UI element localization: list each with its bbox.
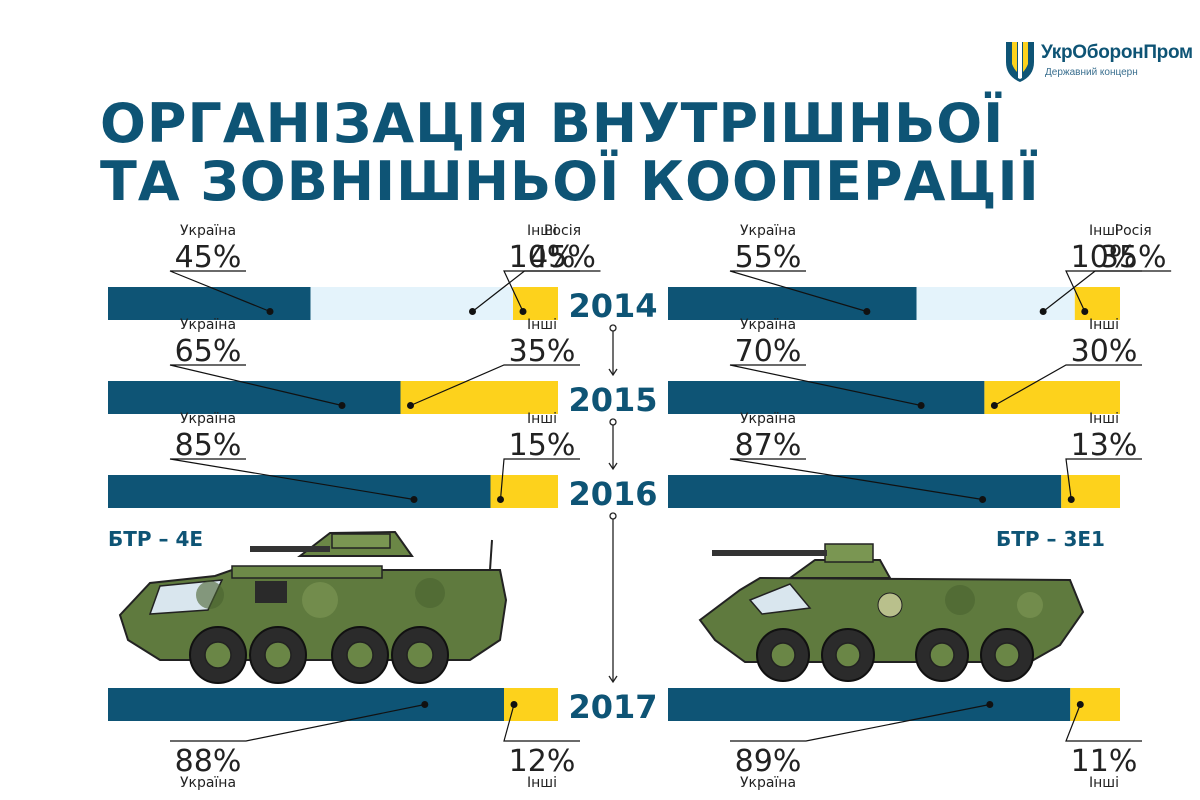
callout-line-btr-4e-2014-1 — [169, 270, 271, 313]
series-label-btr-4e-2016-2: Інші — [527, 411, 557, 427]
series-label-btr-4e-2014-2: Росія — [544, 223, 581, 239]
bar-btr-4e-2014-seg-2 — [310, 287, 513, 320]
value-label-btr-3e1-2016-1: 87% — [735, 428, 802, 463]
series-label-btr-3e1-2015-1: Україна — [740, 317, 796, 333]
value-label-btr-4e-2015-2: 35% — [509, 334, 576, 369]
bar-btr-3e1-2014-seg-2 — [916, 287, 1075, 320]
bar-btr-3e1-2015-seg-1 — [668, 381, 985, 414]
value-label-btr-3e1-2017-2: 11% — [1071, 744, 1138, 779]
logo-name: УкрОборонПром — [1041, 42, 1193, 63]
vehicle-right-label: БТР – 3Е1 — [996, 527, 1105, 551]
callout-line-btr-3e1-2014-3 — [1065, 270, 1142, 312]
value-label-btr-3e1-2014-2: 35% — [1100, 240, 1167, 275]
series-label-btr-3e1-2014-2: Росія — [1115, 223, 1152, 239]
series-label-btr-3e1-2016-1: Україна — [740, 411, 796, 427]
series-label-btr-3e1-2017-2: Інші — [1089, 775, 1119, 791]
logo: УкрОборонПром Державний концерн — [1003, 38, 1193, 88]
callout-line-btr-3e1-2015-1 — [729, 364, 922, 407]
callout-line-btr-3e1-2015-2 — [994, 364, 1142, 407]
callout-line-btr-4e-2017-2 — [503, 704, 580, 742]
timeline-node-2014 — [609, 324, 617, 332]
callout-line-btr-3e1-2017-1 — [730, 703, 990, 742]
value-label-btr-4e-2014-1: 45% — [175, 240, 242, 275]
year-label-2017: 2017 — [568, 688, 657, 726]
year-labels: 2014 2015 2016 2017 — [568, 287, 657, 726]
value-label-btr-4e-2015-1: 65% — [175, 334, 242, 369]
callouts: 45%Україна45%Росія10%Інші65%Україна35%Ін… — [169, 223, 1172, 791]
bars — [108, 287, 1120, 721]
value-label-btr-4e-2016-2: 15% — [509, 428, 576, 463]
year-label-2014: 2014 — [568, 287, 657, 325]
value-label-btr-4e-2014-2: 45% — [529, 240, 596, 275]
value-label-btr-3e1-2014-3: 10% — [1071, 240, 1138, 275]
bar-btr-4e-2017-seg-1 — [108, 688, 504, 721]
bar-btr-4e-2015-seg-3 — [400, 381, 558, 414]
value-label-btr-3e1-2015-2: 30% — [1071, 334, 1138, 369]
series-label-btr-3e1-2017-1: Україна — [740, 775, 796, 791]
series-label-btr-4e-2017-1: Україна — [180, 775, 236, 791]
timeline-node-2015 — [609, 418, 617, 426]
series-label-btr-3e1-2014-1: Україна — [740, 223, 796, 239]
btr-4e-illustration — [118, 530, 508, 684]
series-label-btr-4e-2017-2: Інші — [527, 775, 557, 791]
value-label-btr-3e1-2016-2: 13% — [1071, 428, 1138, 463]
logo-subtitle: Державний концерн — [1045, 67, 1138, 78]
bar-btr-3e1-2014-seg-1 — [668, 287, 917, 320]
value-label-btr-4e-2017-2: 12% — [509, 744, 576, 779]
series-label-btr-4e-2015-1: Україна — [180, 317, 236, 333]
timeline-arrow-2017 — [608, 675, 618, 684]
callout-line-btr-3e1-2014-1 — [729, 270, 868, 313]
callout-line-btr-4e-2015-1 — [169, 364, 343, 407]
value-label-btr-3e1-2014-1: 55% — [735, 240, 802, 275]
callout-line-btr-4e-2016-2 — [499, 458, 580, 500]
bar-btr-4e-2015-seg-1 — [108, 381, 401, 414]
series-label-btr-4e-2014-1: Україна — [180, 223, 236, 239]
series-label-btr-4e-2015-2: Інші — [527, 317, 557, 333]
value-label-btr-4e-2014-3: 10% — [509, 240, 576, 275]
callout-line-btr-4e-2014-3 — [503, 270, 580, 312]
series-label-btr-4e-2016-1: Україна — [180, 411, 236, 427]
timeline-arrow-2015 — [608, 368, 618, 377]
callout-line-btr-3e1-2017-2 — [1065, 704, 1142, 742]
shield-icon — [1006, 42, 1034, 82]
value-label-btr-4e-2016-1: 85% — [175, 428, 242, 463]
page-title-line-1: ОРГАНІЗАЦІЯ ВНУТРІШНЬОЇ — [100, 92, 1005, 155]
timeline-arrow-2016 — [608, 462, 618, 471]
bar-btr-4e-2014-seg-3 — [513, 287, 558, 320]
year-label-2015: 2015 — [568, 381, 657, 419]
series-label-btr-4e-2014-3: Інші — [527, 223, 557, 239]
year-label-2016: 2016 — [568, 475, 657, 513]
callout-line-btr-4e-2015-2 — [410, 364, 580, 407]
value-label-btr-4e-2017-1: 88% — [175, 744, 242, 779]
series-label-btr-3e1-2014-3: Інші — [1089, 223, 1119, 239]
value-label-btr-3e1-2015-1: 70% — [735, 334, 802, 369]
btr-3e1-illustration — [698, 543, 1085, 682]
bar-btr-3e1-2016-seg-1 — [668, 475, 1062, 508]
callout-line-btr-4e-2016-1 — [169, 458, 415, 501]
bar-btr-4e-2014-seg-1 — [108, 287, 311, 320]
page-title-line-2: ТА ЗОВНІШНЬОЇ КООПЕРАЦІЇ — [100, 150, 1040, 213]
series-label-btr-3e1-2016-2: Інші — [1089, 411, 1119, 427]
bar-btr-3e1-2015-seg-3 — [984, 381, 1120, 414]
series-label-btr-3e1-2015-2: Інші — [1089, 317, 1119, 333]
callout-line-btr-3e1-2016-2 — [1065, 458, 1142, 500]
timeline — [608, 324, 618, 684]
callout-line-btr-3e1-2016-1 — [729, 458, 983, 501]
bar-btr-3e1-2014-seg-3 — [1074, 287, 1120, 320]
value-label-btr-3e1-2017-1: 89% — [735, 744, 802, 779]
timeline-node-2016 — [609, 512, 617, 520]
bar-btr-3e1-2017-seg-1 — [668, 688, 1071, 721]
callout-line-btr-4e-2017-1 — [170, 703, 425, 742]
vehicle-left-label: БТР – 4Е — [108, 527, 204, 551]
